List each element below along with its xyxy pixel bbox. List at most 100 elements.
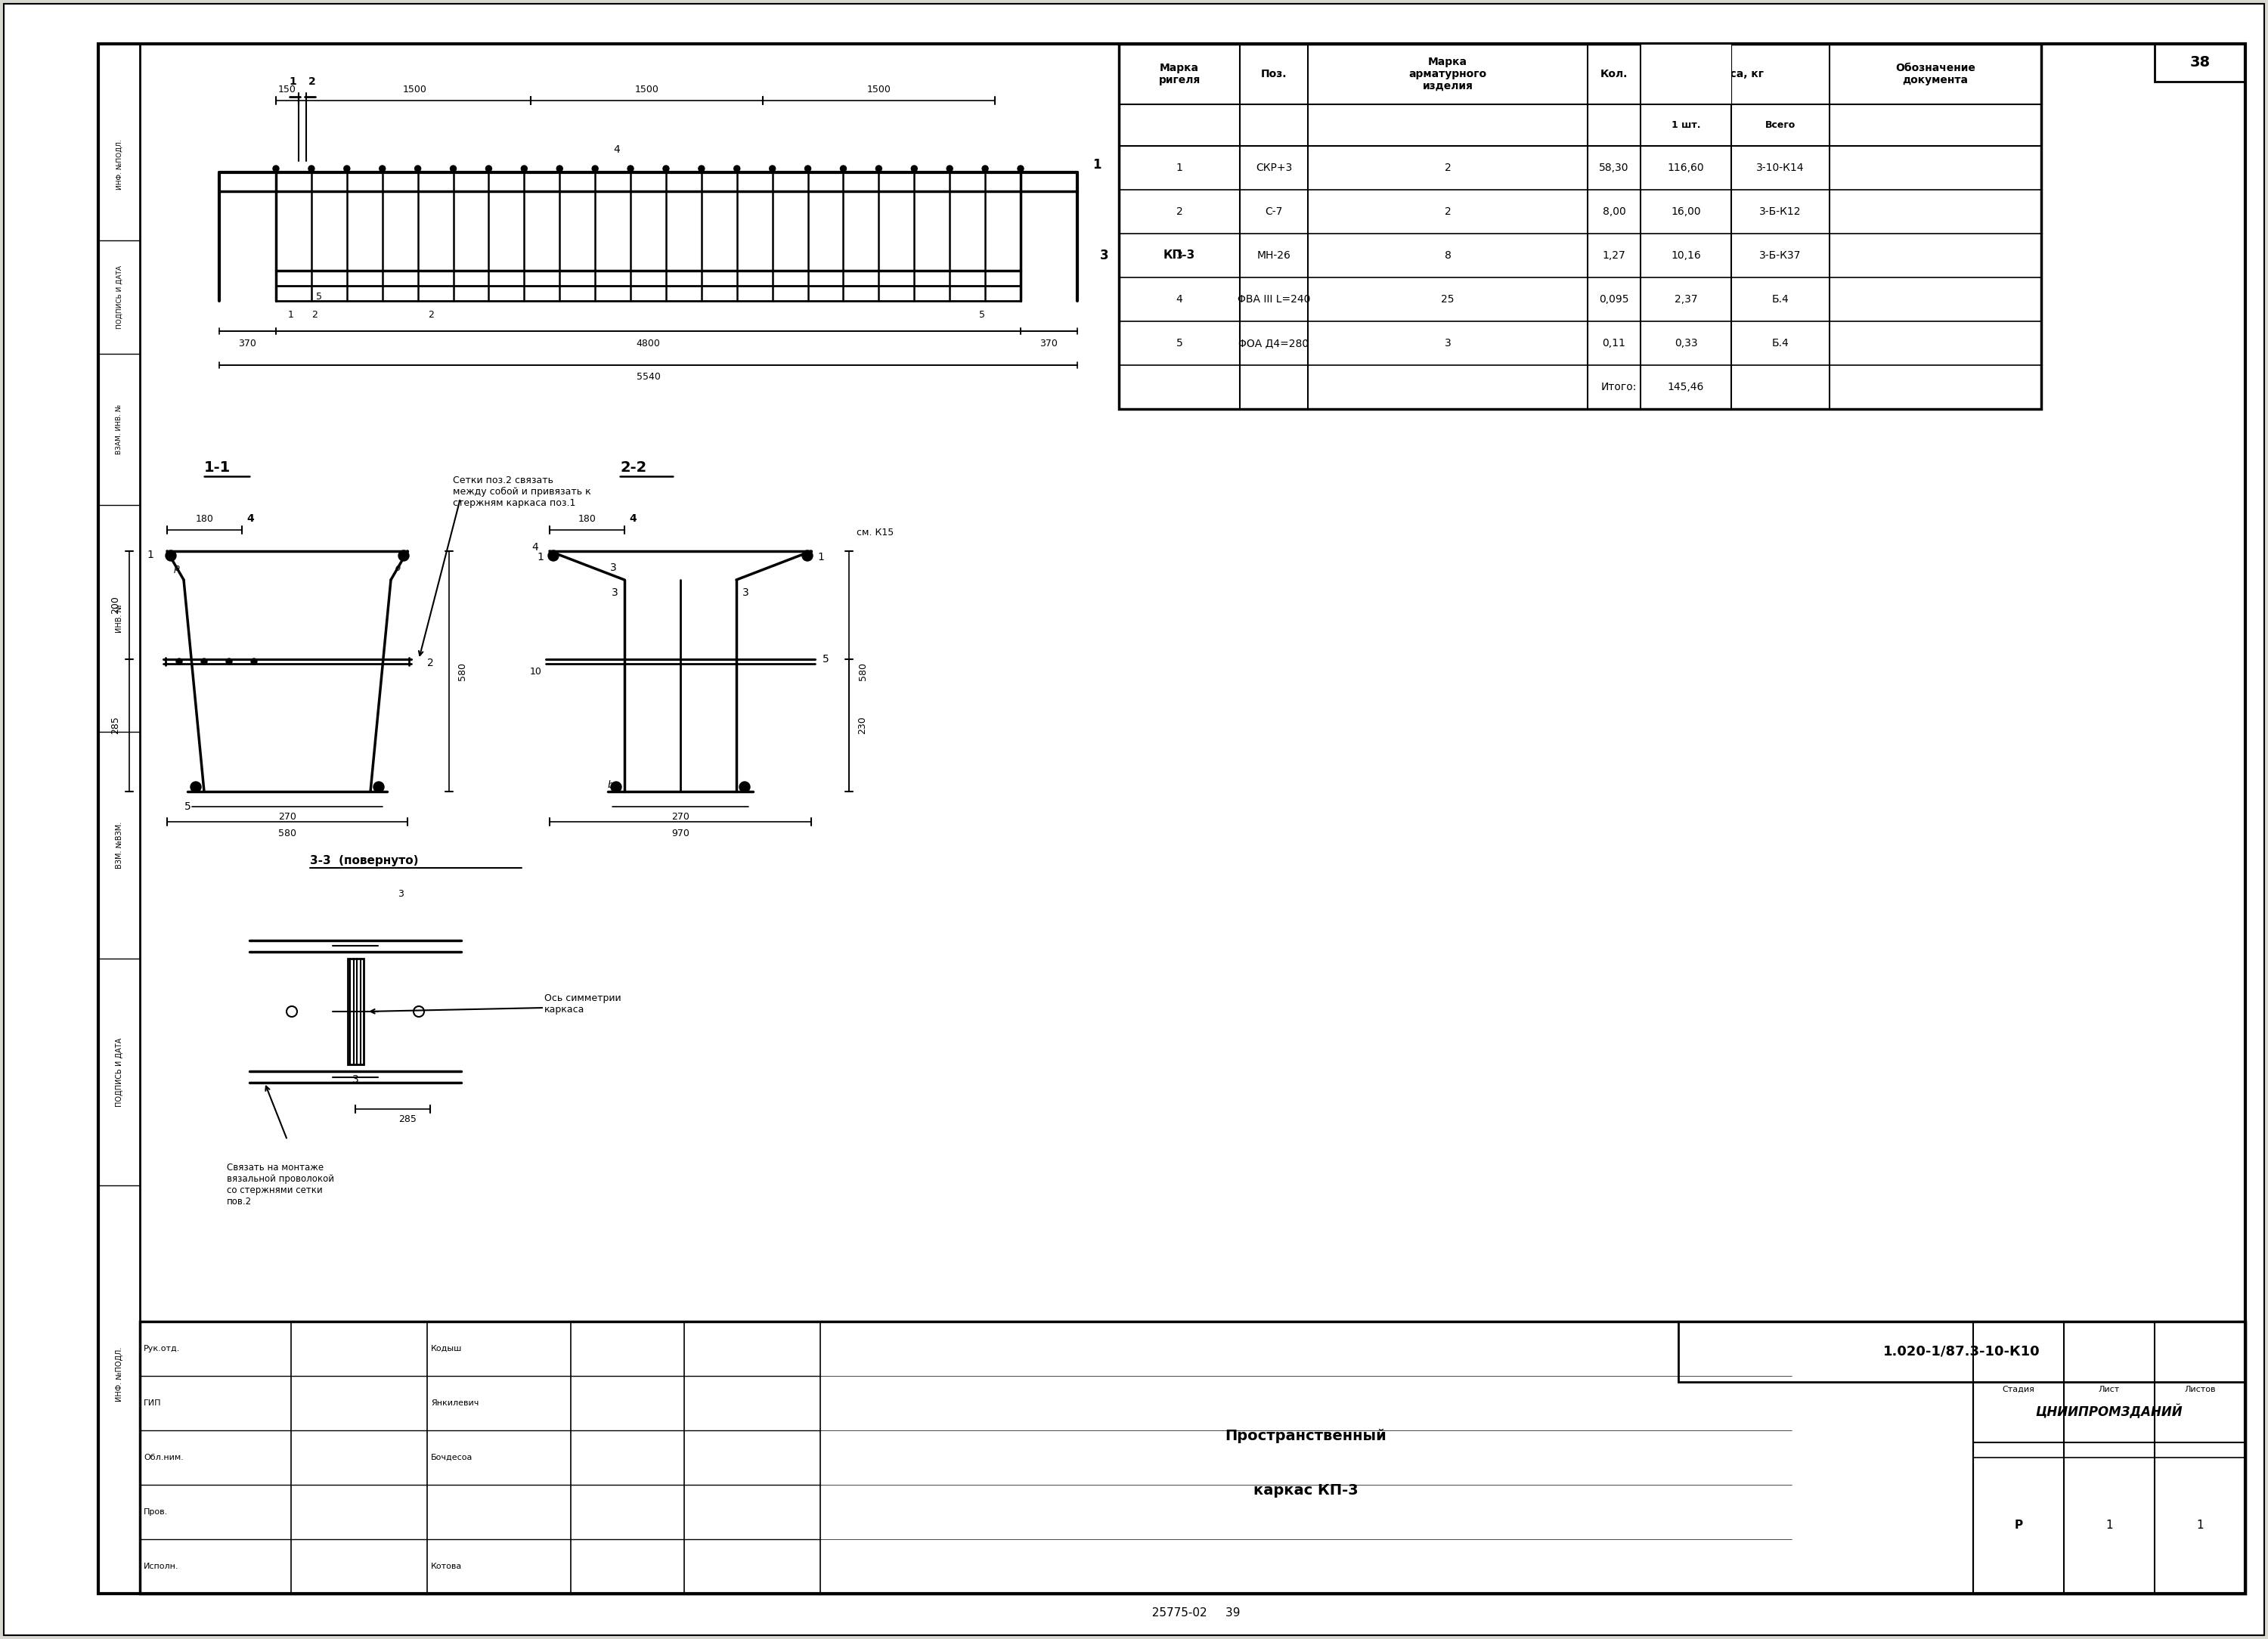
- Circle shape: [549, 551, 558, 561]
- Text: 285: 285: [399, 1115, 417, 1124]
- Text: 3-3  (повернуто): 3-3 (повернуто): [311, 854, 417, 865]
- Text: 0,33: 0,33: [1674, 338, 1696, 349]
- Circle shape: [1018, 166, 1023, 172]
- Text: 2: 2: [429, 310, 433, 320]
- Text: Стадия: Стадия: [2003, 1385, 2034, 1393]
- Text: 0,095: 0,095: [1599, 293, 1628, 305]
- Circle shape: [166, 551, 177, 561]
- Text: ЦНИИПРОМЗДАНИЙ: ЦНИИПРОМЗДАНИЙ: [2037, 1405, 2182, 1419]
- Circle shape: [345, 166, 349, 172]
- Circle shape: [592, 166, 599, 172]
- Text: 2: 2: [311, 310, 318, 320]
- Circle shape: [803, 551, 812, 561]
- Circle shape: [610, 782, 621, 792]
- Circle shape: [227, 659, 231, 664]
- Text: Всего: Всего: [1765, 120, 1796, 129]
- Text: 3: 3: [352, 1074, 358, 1085]
- Circle shape: [202, 659, 206, 664]
- Text: 5: 5: [184, 801, 191, 811]
- Text: 10,16: 10,16: [1672, 251, 1701, 261]
- Circle shape: [252, 659, 256, 664]
- Circle shape: [839, 166, 846, 172]
- Bar: [98, 44, 141, 1593]
- Circle shape: [191, 782, 202, 792]
- Text: 4: 4: [247, 513, 254, 524]
- Text: ГИП: ГИП: [143, 1400, 161, 1406]
- Text: ИНФ. №ПОДЛ.: ИНФ. №ПОДЛ.: [116, 1347, 122, 1401]
- Circle shape: [399, 551, 408, 561]
- Circle shape: [739, 782, 751, 792]
- Text: Итого:: Итого:: [1601, 382, 1637, 392]
- Circle shape: [875, 166, 882, 172]
- Text: 2: 2: [426, 657, 433, 669]
- Circle shape: [628, 166, 633, 172]
- Text: 5: 5: [980, 310, 984, 320]
- Text: ИНФ. №ПОДЛ.: ИНФ. №ПОДЛ.: [116, 139, 122, 190]
- Text: 3: 3: [1177, 251, 1182, 261]
- Text: 145,46: 145,46: [1667, 382, 1703, 392]
- Text: 1500: 1500: [404, 85, 426, 95]
- Text: каркас КП-3: каркас КП-3: [1254, 1483, 1359, 1498]
- Text: Кодыш: Кодыш: [431, 1346, 463, 1352]
- Text: Б.4: Б.4: [1771, 338, 1789, 349]
- Text: Кол.: Кол.: [1601, 69, 1628, 79]
- Text: С-7: С-7: [1266, 207, 1284, 216]
- Text: 5: 5: [1177, 338, 1182, 349]
- Text: 4800: 4800: [637, 338, 660, 347]
- Circle shape: [379, 166, 386, 172]
- Circle shape: [556, 166, 562, 172]
- Text: 3-Б-К12: 3-Б-К12: [1760, 207, 1801, 216]
- Bar: [1118, 44, 2041, 410]
- Text: 270: 270: [279, 813, 297, 823]
- Circle shape: [308, 166, 315, 172]
- Text: см. К15: см. К15: [857, 528, 894, 538]
- Text: Обл.ним.: Обл.ним.: [143, 1454, 184, 1462]
- Circle shape: [272, 166, 279, 172]
- Text: 0,11: 0,11: [1603, 338, 1626, 349]
- Text: Марка
арматурного
изделия: Марка арматурного изделия: [1408, 57, 1488, 92]
- Text: 150: 150: [279, 85, 297, 95]
- Text: 25775-02     39: 25775-02 39: [1145, 1606, 1241, 1618]
- Text: Обозначение
документа: Обозначение документа: [1896, 62, 1975, 85]
- Circle shape: [522, 166, 526, 172]
- Text: 2: 2: [1445, 207, 1452, 216]
- Text: 1: 1: [288, 310, 295, 320]
- Text: 270: 270: [671, 813, 689, 823]
- Text: Пространственный: Пространственный: [1225, 1429, 1386, 1442]
- Text: 38: 38: [2189, 56, 2211, 70]
- Text: 180: 180: [578, 513, 596, 523]
- Text: 2-2: 2-2: [619, 461, 646, 474]
- Text: 3: 3: [397, 890, 404, 900]
- Text: 5: 5: [315, 292, 322, 302]
- Text: МН-26: МН-26: [1256, 251, 1290, 261]
- Text: СКР+3: СКР+3: [1256, 162, 1293, 174]
- Text: 3: 3: [1100, 249, 1109, 262]
- Text: 285: 285: [111, 716, 120, 734]
- Text: 4: 4: [531, 543, 538, 552]
- Text: ΦВА III L=240: ΦВА III L=240: [1238, 293, 1311, 305]
- Text: ПОДПИСЬ И ДАТА: ПОДПИСЬ И ДАТА: [116, 1037, 122, 1106]
- Text: 370: 370: [1041, 338, 1057, 347]
- Text: 1,27: 1,27: [1603, 251, 1626, 261]
- Text: 1.020-1/87.3-10-К10: 1.020-1/87.3-10-К10: [1882, 1346, 2041, 1359]
- Text: ВЗМ. №ВЗМ.: ВЗМ. №ВЗМ.: [116, 821, 122, 869]
- Bar: [2155, 44, 2245, 82]
- Text: 2,37: 2,37: [1674, 293, 1696, 305]
- Text: 970: 970: [671, 829, 689, 839]
- Text: 4: 4: [628, 513, 637, 524]
- Text: Б.4: Б.4: [1771, 293, 1789, 305]
- Text: 16,00: 16,00: [1672, 207, 1701, 216]
- Text: Листов: Листов: [2184, 1385, 2216, 1393]
- Text: Бочдесоа: Бочдесоа: [431, 1454, 472, 1462]
- Text: 25: 25: [1440, 293, 1454, 305]
- Text: 1: 1: [2105, 1519, 2114, 1531]
- Text: 1 шт.: 1 шт.: [1672, 120, 1701, 129]
- Text: Янкилевич: Янкилевич: [431, 1400, 479, 1406]
- Text: Поз.: Поз.: [1261, 69, 1286, 79]
- Text: 2: 2: [308, 77, 315, 87]
- Text: 2: 2: [1445, 162, 1452, 174]
- Text: 580: 580: [279, 829, 297, 839]
- Text: 1: 1: [2195, 1519, 2204, 1531]
- Circle shape: [485, 166, 492, 172]
- Circle shape: [415, 166, 422, 172]
